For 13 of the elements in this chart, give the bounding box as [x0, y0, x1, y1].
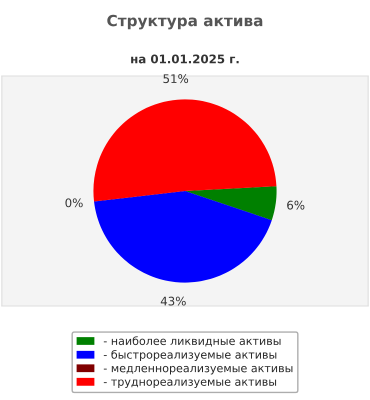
- data-label: 6%: [287, 200, 304, 210]
- chart-title: Структура актива: [107, 14, 262, 30]
- text: 0%: [65, 198, 83, 208]
- legend-label: - быстрореализуемые активы: [104, 350, 276, 361]
- legend-label: - труднореализуемые активы: [104, 379, 276, 388]
- pie-slice: [185, 186, 277, 220]
- legend-label: - наиболее ликвидные активы: [104, 336, 281, 346]
- data-label: 43%: [160, 296, 186, 306]
- pie-slice: [93, 99, 276, 202]
- pie-slice: [94, 191, 272, 283]
- chart-subtitle: на 01.01.2025 г.: [131, 54, 239, 64]
- legend-label: - медленнореализуемые активы: [104, 366, 292, 374]
- data-label: 51%: [163, 74, 188, 84]
